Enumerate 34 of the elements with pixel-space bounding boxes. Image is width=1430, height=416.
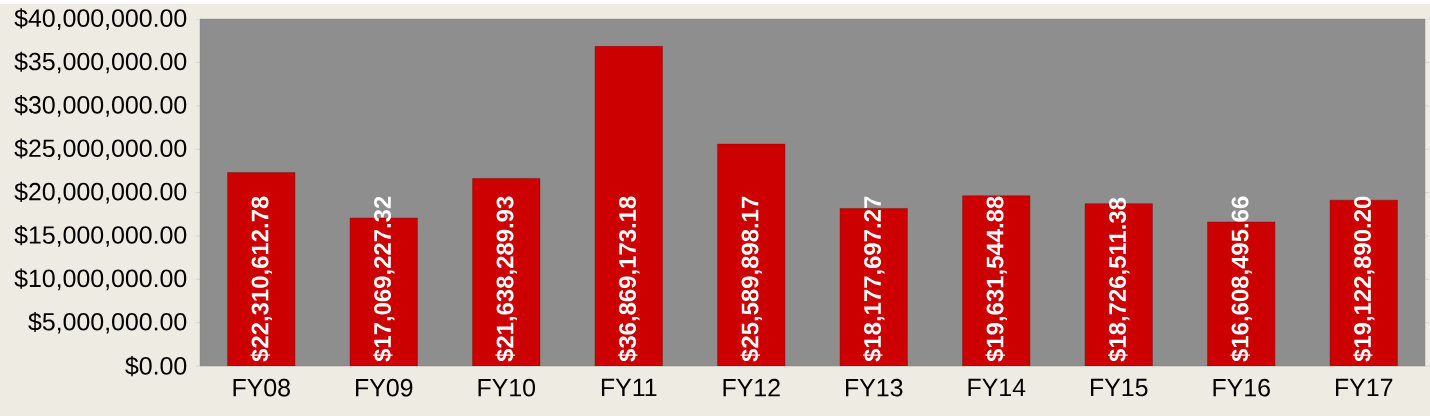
data-label: $18,177,697.27 xyxy=(863,196,885,362)
data-label: $18,726,511.38 xyxy=(1108,197,1130,362)
y-tick-label: $40,000,000.00 xyxy=(14,8,187,30)
bar xyxy=(227,172,296,367)
y-tick-label: $25,000,000.00 xyxy=(14,138,187,160)
bar xyxy=(472,178,541,367)
data-label: $16,608,495.66 xyxy=(1230,196,1252,362)
x-tick-label: FY09 xyxy=(356,378,413,397)
y-tick-label: $5,000,000.00 xyxy=(28,311,187,334)
bar xyxy=(717,143,786,367)
y-tick-label: $0.00 xyxy=(125,355,187,377)
x-tick-label: FY13 xyxy=(846,378,903,397)
data-label: $21,638,289.93 xyxy=(495,196,517,362)
y-tick-label: $15,000,000.00 xyxy=(14,225,187,247)
x-tick-label: FY17 xyxy=(1336,378,1393,396)
x-tick-label: FY14 xyxy=(968,378,1026,396)
data-label: $22,310,612.78 xyxy=(250,196,272,362)
y-tick-label: $30,000,000.00 xyxy=(14,95,187,117)
y-tick-label: $20,000,000.00 xyxy=(14,181,187,204)
x-tick-label: FY10 xyxy=(478,378,536,397)
y-tick-label: $10,000,000.00 xyxy=(14,268,187,291)
data-label: $17,069,227.32 xyxy=(373,196,395,362)
x-tick-label: FY08 xyxy=(233,378,290,397)
x-tick-label: FY11 xyxy=(601,378,657,396)
data-label: $19,631,544.88 xyxy=(985,196,1007,362)
data-label: $25,589,898.17 xyxy=(740,196,762,362)
x-tick-label: FY16 xyxy=(1213,378,1270,397)
bar xyxy=(962,195,1031,367)
data-label: $36,869,173.18 xyxy=(618,196,640,362)
data-label: $19,122,890.20 xyxy=(1353,196,1375,362)
x-tick-label: FY12 xyxy=(723,378,780,397)
bar xyxy=(594,46,663,367)
y-tick-label: $35,000,000.00 xyxy=(14,51,187,74)
x-tick-label: FY15 xyxy=(1091,378,1148,397)
